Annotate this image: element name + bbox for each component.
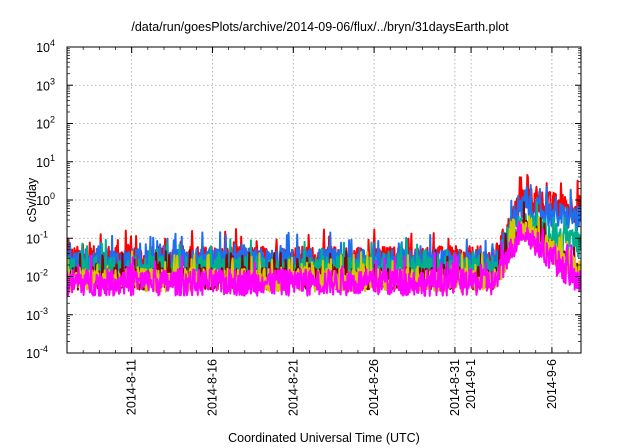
y-tick-exponent: -4 (40, 344, 48, 354)
y-tick-label: 104 (36, 38, 55, 55)
y-tick-exponent: 3 (50, 76, 55, 86)
series-line-5 (67, 215, 581, 293)
x-tick-label: 2014-8-21 (286, 359, 300, 416)
y-tick-exponent: 0 (50, 191, 55, 201)
y-axis-label: cSv/day (25, 177, 39, 222)
series-lines (67, 174, 581, 297)
grid-lines (67, 47, 581, 353)
plot-area (67, 174, 581, 297)
series-line-6 (67, 220, 581, 297)
x-tick-label: 2014-8-31 (448, 359, 462, 416)
x-tick-label: 2014-8-11 (125, 359, 139, 415)
x-tick-label: 2014-9-1 (464, 359, 478, 409)
chart-title: /data/run/goesPlots/archive/2014-09-06/f… (131, 20, 509, 34)
x-tick-label: 2014-8-16 (205, 359, 219, 416)
y-tick-exponent: -2 (40, 268, 48, 278)
x-tick-label: 2014-9-6 (545, 359, 559, 409)
y-tick-label: 10-4 (26, 344, 48, 361)
y-tick-label: 10-3 (26, 306, 48, 323)
y-tick-label: 10-2 (26, 268, 48, 285)
x-tick-label: 2014-8-26 (367, 359, 381, 416)
y-tick-exponent: 4 (50, 38, 55, 48)
y-tick-exponent: 1 (50, 153, 55, 163)
y-tick-label: 10-1 (26, 229, 48, 246)
y-tick-label: 103 (36, 76, 55, 93)
y-tick-label: 101 (36, 153, 55, 170)
y-tick-exponent: 2 (50, 115, 55, 125)
y-tick-exponent: -1 (40, 229, 48, 239)
y-tick-label: 102 (36, 115, 55, 132)
x-axis-label: Coordinated Universal Time (UTC) (228, 431, 420, 445)
x-axis: 2014-8-11 2014-8-16 2014-8-21 2014-8-26 2014… (66, 47, 569, 416)
y-tick-exponent: -3 (40, 306, 48, 316)
